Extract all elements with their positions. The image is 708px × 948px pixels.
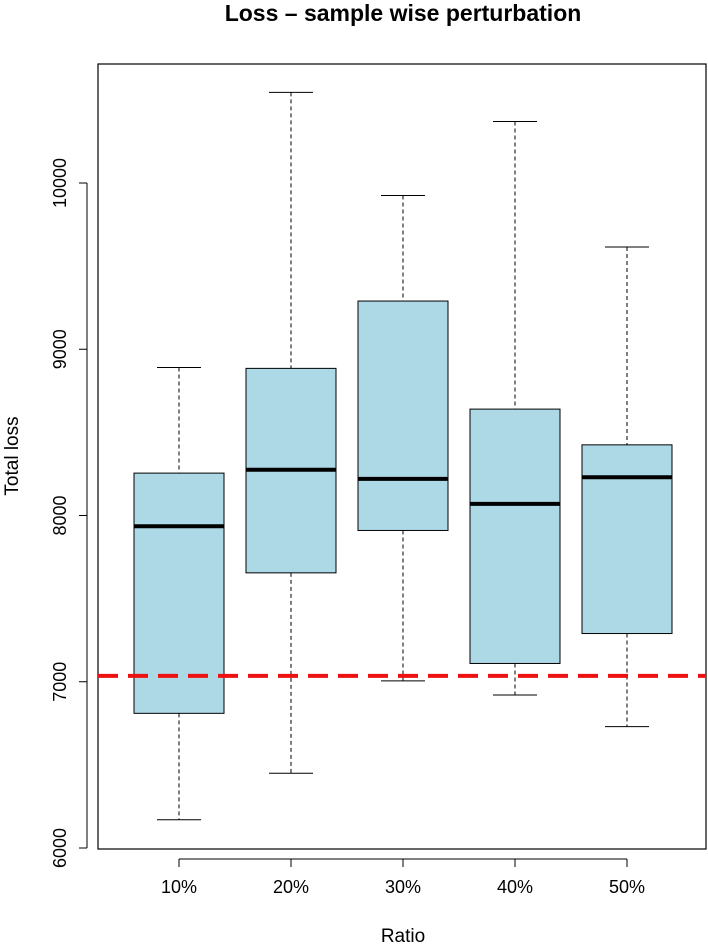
- box-5: [581, 246, 673, 728]
- y-axis-label: Total loss: [2, 416, 23, 495]
- x-axis: 10% 20% 30% 40% 50%: [161, 858, 645, 897]
- y-tick-label: 9000: [50, 329, 70, 369]
- x-axis-label: Ratio: [381, 926, 425, 947]
- chart-title: Loss – sample wise perturbation: [225, 0, 582, 26]
- box-iqr: [357, 300, 449, 531]
- y-tick-label: 8000: [50, 495, 70, 535]
- box-1: [133, 367, 225, 821]
- box-2: [245, 91, 337, 774]
- y-tick-label: 7000: [50, 662, 70, 702]
- y-axis: 6000 7000 8000 9000 10000: [50, 158, 88, 868]
- box-iqr: [469, 408, 561, 664]
- box-4: [469, 120, 561, 696]
- x-tick-label: 30%: [385, 877, 421, 897]
- x-tick-label: 10%: [161, 877, 197, 897]
- x-tick-label: 50%: [609, 877, 645, 897]
- box-iqr: [133, 472, 225, 714]
- y-tick-label: 6000: [50, 828, 70, 868]
- box-3: [357, 194, 449, 682]
- box-series: [133, 91, 673, 821]
- x-tick-label: 40%: [497, 877, 533, 897]
- box-iqr: [581, 444, 673, 635]
- x-tick-label: 20%: [273, 877, 309, 897]
- y-tick-label: 10000: [50, 158, 70, 208]
- plot-frame: [97, 63, 707, 850]
